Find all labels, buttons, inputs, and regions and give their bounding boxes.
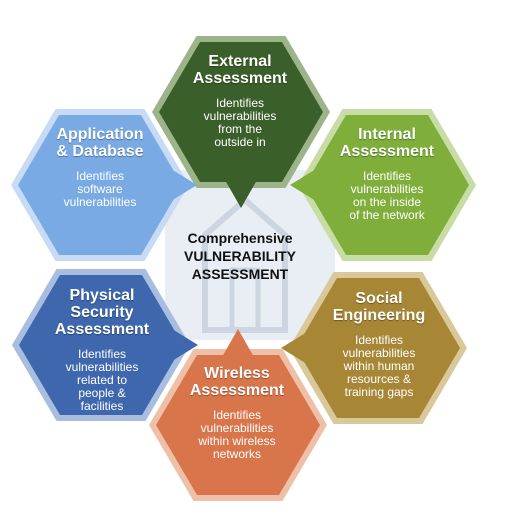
- segment-desc-application: Identifies software vulnerabilities: [63, 169, 137, 209]
- segment-title-internal: Internal Assessment: [339, 126, 435, 160]
- segment-application: Application & Database Identifies softwa…: [35, 126, 165, 209]
- segment-title-social: Social Engineering: [332, 290, 426, 324]
- arrow-application: [171, 169, 197, 201]
- segment-title-wireless: Wireless Assessment: [189, 365, 285, 399]
- segment-desc-external: Identifies vulnerabilities from the outs…: [203, 96, 277, 149]
- arrow-wireless: [222, 329, 254, 357]
- hexagon-external: [159, 42, 323, 182]
- segment-external: External Assessment Identifies vulnerabi…: [175, 53, 305, 149]
- segment-title-physical: Physical Security Assessment: [54, 287, 150, 338]
- segment-title-application: Application & Database: [56, 126, 144, 160]
- segment-desc-social: Identifies vulnerabilities within human …: [342, 333, 416, 399]
- building-icon: [202, 196, 288, 333]
- hexagon-application: [18, 115, 182, 255]
- center-line-2: VULNERABILITY: [184, 248, 296, 264]
- center-label: Comprehensive VULNERABILITY ASSESSMENT: [160, 229, 320, 283]
- segment-desc-internal: Identifies vulnerabilities on the inside…: [349, 169, 425, 222]
- center-line-3: ASSESSMENT: [191, 266, 289, 282]
- arrow-external: [225, 180, 257, 208]
- segment-physical: Physical Security Assessment Identifies …: [37, 287, 167, 413]
- segment-wireless: Wireless Assessment Identifies vulnerabi…: [172, 365, 302, 461]
- hexagon-wireless: [156, 355, 320, 495]
- segment-internal: Internal Assessment Identifies vulnerabi…: [322, 126, 452, 222]
- hexagon-social: [296, 278, 460, 418]
- segment-desc-wireless: Identifies vulnerabilities within wirele…: [198, 408, 276, 461]
- arrow-social: [281, 332, 307, 364]
- arrow-physical: [172, 329, 198, 361]
- hexagon-internal: [305, 115, 469, 255]
- segment-desc-physical: Identifies vulnerabilities related to pe…: [65, 347, 139, 413]
- segment-social: Social Engineering Identifies vulnerabil…: [314, 290, 444, 399]
- center-line-1: Comprehensive: [187, 230, 293, 246]
- hexagon-physical: [19, 275, 183, 415]
- arrow-internal: [290, 169, 316, 201]
- segment-title-external: External Assessment: [192, 53, 288, 87]
